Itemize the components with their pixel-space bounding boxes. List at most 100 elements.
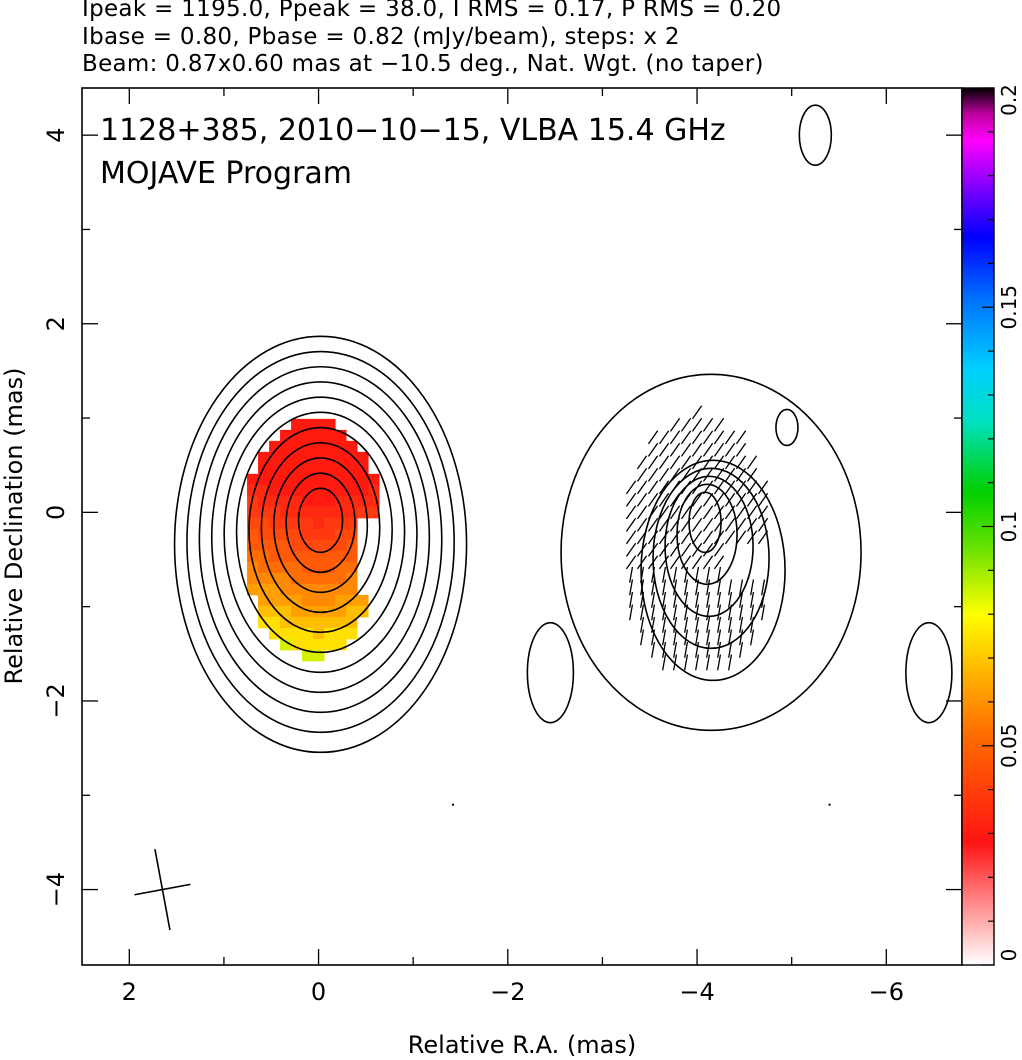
pol-pixel xyxy=(324,594,336,607)
evpa-tick xyxy=(713,542,725,557)
pol-pixel xyxy=(280,440,292,453)
pol-pixel xyxy=(247,506,259,519)
evpa-tick xyxy=(713,517,725,532)
pol-pixel xyxy=(269,583,281,596)
evpa-tick xyxy=(691,405,703,420)
pol-pixel xyxy=(324,638,336,651)
evpa-tick xyxy=(669,492,681,507)
evpa-tick xyxy=(680,455,692,470)
pol-pixel xyxy=(313,440,325,453)
pol-pixel xyxy=(346,506,358,519)
evpa-tick xyxy=(713,455,725,470)
pol-pixel xyxy=(324,627,336,640)
evpa-tick xyxy=(625,555,637,570)
pol-pixel xyxy=(269,594,281,607)
pol-pixel xyxy=(324,462,336,475)
evpa-tick xyxy=(658,430,670,445)
pol-pixel xyxy=(313,627,325,640)
evpa-tick xyxy=(724,530,736,545)
pol-pixel xyxy=(258,605,270,618)
pol-pixel xyxy=(258,550,270,563)
evpa-tick xyxy=(713,555,725,570)
pol-pixel xyxy=(291,616,303,629)
evpa-tick xyxy=(717,654,722,671)
pol-pixel xyxy=(313,594,325,607)
pol-pixel xyxy=(313,638,325,651)
evpa-tick xyxy=(662,604,667,621)
evpa-tick xyxy=(673,566,678,583)
pol-pixel xyxy=(313,649,325,662)
pol-pixel xyxy=(335,616,347,629)
x-tick-label: −4 xyxy=(679,978,714,1006)
pol-pixel xyxy=(302,649,314,662)
jet-contour xyxy=(640,459,786,682)
pol-pixel xyxy=(291,627,303,640)
evpa-tick xyxy=(717,616,722,633)
evpa-tick xyxy=(717,641,722,658)
evpa-tick xyxy=(640,591,645,608)
pol-pixel xyxy=(324,451,336,464)
pol-pixel xyxy=(302,550,314,563)
evpa-tick xyxy=(702,442,714,457)
evpa-tick xyxy=(647,542,659,557)
pol-pixel xyxy=(291,638,303,651)
pol-pixel xyxy=(335,561,347,574)
pol-pixel xyxy=(324,550,336,563)
evpa-tick xyxy=(702,417,714,432)
pol-pixel xyxy=(346,484,358,497)
pol-pixel xyxy=(346,572,358,585)
pol-pixel xyxy=(291,418,303,431)
evpa-tick xyxy=(739,616,744,633)
header-line-base: Ibase = 0.80, Pbase = 0.82 (mJy/beam), s… xyxy=(82,24,680,50)
pol-pixel xyxy=(324,440,336,453)
pol-pixel xyxy=(280,583,292,596)
pol-pixel xyxy=(269,561,281,574)
pol-pixel xyxy=(291,462,303,475)
pol-pixel xyxy=(324,572,336,585)
pol-pixel xyxy=(357,594,369,607)
evpa-tick xyxy=(702,430,714,445)
pol-pixel xyxy=(247,572,259,585)
evpa-tick xyxy=(702,505,714,520)
pol-pixel xyxy=(280,561,292,574)
pol-pixel xyxy=(313,473,325,486)
evpa-tick xyxy=(757,492,769,507)
pol-pixel xyxy=(280,429,292,442)
pol-pixel xyxy=(324,418,336,431)
y-axis-label: Relative Declination (mas) xyxy=(0,367,28,684)
evpa-tick xyxy=(746,455,758,470)
noise-contour xyxy=(798,104,833,166)
evpa-tick xyxy=(636,555,648,570)
noise-contour xyxy=(905,621,953,724)
chart-subtitle: MOJAVE Program xyxy=(100,156,352,191)
evpa-tick xyxy=(695,641,700,658)
pol-pixel xyxy=(269,572,281,585)
evpa-tick xyxy=(695,629,700,646)
evpa-tick xyxy=(680,505,692,520)
evpa-tick xyxy=(724,467,736,482)
evpa-tick xyxy=(739,579,744,596)
pol-pixel xyxy=(335,627,347,640)
evpa-tick xyxy=(662,641,667,658)
pol-pixel xyxy=(280,550,292,563)
evpa-tick xyxy=(680,492,692,507)
evpa-tick xyxy=(713,442,725,457)
evpa-tick xyxy=(673,629,678,646)
evpa-tick xyxy=(691,530,703,545)
pol-pixel xyxy=(324,429,336,442)
pol-pixel xyxy=(302,616,314,629)
y-tick-label: 0 xyxy=(42,505,70,520)
pol-pixel xyxy=(335,605,347,618)
pol-pixel xyxy=(269,484,281,497)
pol-pixel xyxy=(357,506,369,519)
pol-pixel xyxy=(346,550,358,563)
pol-pixel xyxy=(291,506,303,519)
evpa-tick xyxy=(691,455,703,470)
evpa-tick xyxy=(691,555,703,570)
core-contour xyxy=(223,396,418,674)
pol-pixel xyxy=(313,561,325,574)
x-tick-label: −2 xyxy=(490,978,525,1006)
evpa-tick xyxy=(691,492,703,507)
evpa-tick xyxy=(647,555,659,570)
